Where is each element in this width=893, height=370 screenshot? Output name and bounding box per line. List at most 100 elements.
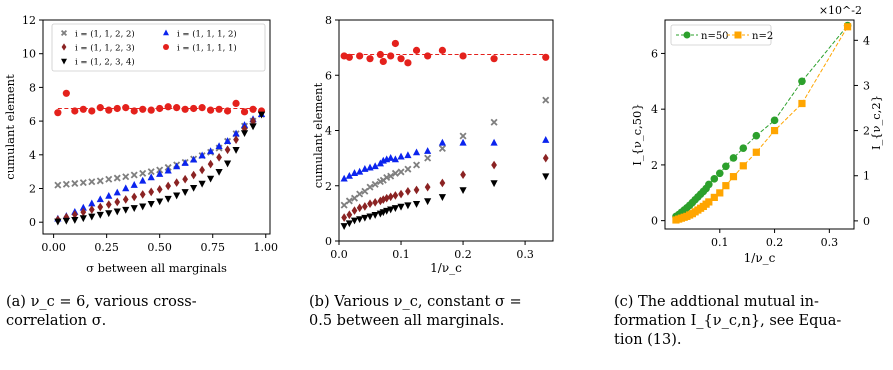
- a-point: [113, 208, 121, 216]
- c-point: [715, 169, 724, 178]
- caption-a-line-1: (a) ν_c = 6, various cross-: [6, 294, 197, 310]
- c-point: [716, 189, 724, 197]
- b-point: [351, 206, 358, 215]
- a-point: [173, 162, 181, 170]
- a-point: [71, 216, 79, 224]
- b-point: [366, 163, 374, 171]
- a-point: [54, 181, 62, 189]
- c-point: [770, 126, 779, 135]
- b-point: [391, 205, 399, 212]
- a-ylabel: cumulant element: [3, 74, 17, 180]
- c-point: [705, 180, 713, 189]
- b-xtick-label: 0.0: [330, 248, 348, 261]
- b-point: [412, 201, 421, 208]
- b-series-4: [340, 173, 550, 230]
- a-point: [130, 180, 138, 188]
- b-point: [491, 160, 497, 170]
- a-xtick-label: 0.00: [41, 241, 66, 254]
- a-point: [88, 199, 96, 207]
- a-point: [71, 179, 79, 187]
- a-point: [139, 169, 147, 177]
- c-legend-label: n=2: [752, 31, 773, 42]
- a-point: [130, 107, 138, 115]
- a-ytick-label: 8: [29, 81, 36, 94]
- c-point: [710, 193, 718, 202]
- c-ytick-right-label: 2: [863, 125, 870, 138]
- a-ytick-label: 10: [22, 48, 36, 61]
- a-ytick-label: 0: [29, 216, 36, 229]
- a-frame: [42, 19, 271, 235]
- c-series-1: [672, 23, 852, 224]
- a-point: [215, 105, 223, 113]
- b-point: [345, 220, 353, 228]
- a-point: [130, 205, 138, 213]
- a-point: [62, 180, 70, 188]
- b-ytick-label: 0: [325, 235, 332, 248]
- a-point: [105, 175, 113, 183]
- a-point: [96, 195, 104, 203]
- b-point: [356, 190, 364, 198]
- b-point: [424, 52, 432, 60]
- a-point: [223, 107, 232, 115]
- a-point: [71, 107, 79, 115]
- a-point: [148, 187, 155, 197]
- a-point: [156, 166, 164, 174]
- b-point: [387, 172, 395, 180]
- a-point: [257, 111, 266, 119]
- b-point: [345, 171, 353, 179]
- a-point: [96, 177, 104, 185]
- b-point: [542, 173, 550, 181]
- a-point: [240, 108, 249, 116]
- b-xtick-label: 0.1: [392, 248, 410, 261]
- b-point: [424, 154, 432, 162]
- b-point: [356, 167, 364, 175]
- b-point: [350, 217, 359, 225]
- a-point: [198, 151, 206, 159]
- b-point: [397, 55, 405, 63]
- c-point: [729, 154, 738, 162]
- b-point: [412, 46, 421, 54]
- a-point: [71, 210, 78, 219]
- a-point: [164, 195, 172, 203]
- b-point: [459, 187, 467, 195]
- b-point: [459, 138, 467, 146]
- a-point: [206, 106, 215, 114]
- a-series-4: [54, 111, 266, 226]
- a-xlabel: σ between all marginals: [86, 261, 227, 275]
- a-point: [206, 147, 215, 155]
- a-ytick-label: 6: [29, 115, 36, 128]
- b-point: [542, 53, 550, 61]
- a-point: [54, 109, 62, 117]
- b-point: [345, 53, 353, 61]
- b-series-3: [341, 153, 549, 222]
- c-ytick-right-label: 0: [863, 215, 870, 228]
- a-point: [215, 168, 223, 176]
- b-point: [366, 55, 374, 63]
- a-xtick-label: 1.00: [254, 241, 279, 254]
- a-point: [139, 203, 147, 211]
- c-series-0: [672, 21, 852, 221]
- b-series-2: [340, 136, 550, 182]
- caption-a: (a) ν_c = 6, various cross- correlation …: [6, 293, 306, 331]
- b-point: [398, 189, 404, 199]
- a-point: [79, 179, 87, 187]
- a-point: [249, 123, 257, 131]
- b-point: [397, 203, 405, 211]
- b-point: [542, 136, 550, 143]
- caption-c: (c) The addtional mutual in- formation I…: [614, 293, 893, 350]
- b-point: [376, 50, 384, 59]
- b-point: [379, 57, 387, 66]
- a-legend-marker: [61, 43, 67, 51]
- a-legend-marker: [163, 44, 169, 50]
- b-point: [356, 203, 363, 213]
- a-point: [232, 99, 240, 108]
- b-frame: [338, 19, 554, 242]
- c-point: [705, 198, 713, 206]
- chart-c: 0.1 0.2 0.3 0 2 4 6 0 1 2 3 4 ×10^-2 n=50 n=2 1/ν_c I_{ν…: [630, 4, 883, 265]
- b-point: [361, 214, 369, 222]
- a-point: [233, 135, 239, 144]
- a-point: [88, 107, 96, 115]
- b-point: [366, 213, 374, 221]
- a-legend-label: i = (1, 1, 2, 3): [75, 43, 135, 54]
- c-ytick-label: 6: [651, 47, 658, 60]
